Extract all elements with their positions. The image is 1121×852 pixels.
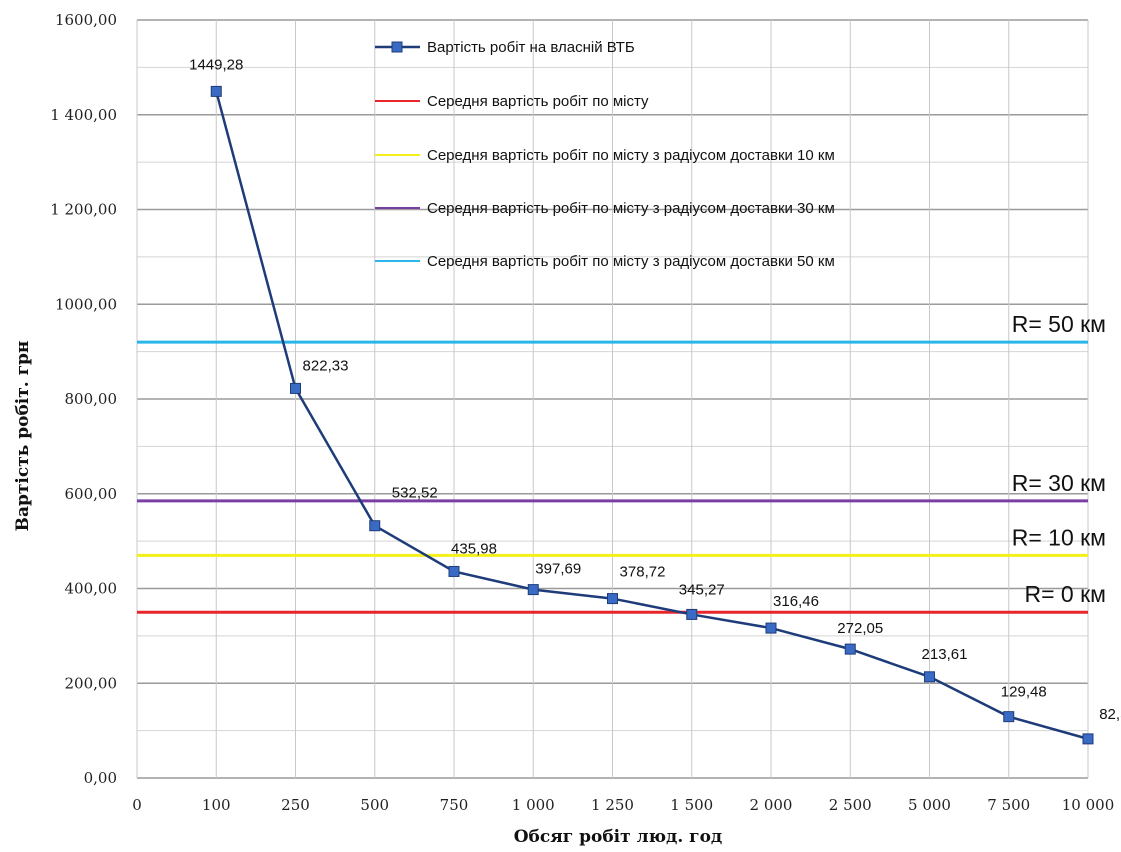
data-label: 822,33 xyxy=(303,357,349,374)
data-label: 1449,28 xyxy=(189,56,243,73)
x-tick-label: 500 xyxy=(360,796,389,814)
y-tick-label: 800,00 xyxy=(65,390,118,408)
x-axis-title: Обсяг робіт люд. год xyxy=(514,827,723,847)
data-point xyxy=(527,584,539,596)
data-label: 378,72 xyxy=(620,564,666,581)
y-tick-label: 400,00 xyxy=(65,580,118,598)
x-tick-label: 2 000 xyxy=(750,796,793,814)
gridlines xyxy=(136,19,1089,779)
data-label: 435,98 xyxy=(451,540,497,557)
data-label: 345,27 xyxy=(679,581,725,598)
x-tick-label: 1 500 xyxy=(670,796,713,814)
y-tick-label: 1 200,00 xyxy=(50,201,117,219)
legend-label: Середня вартість робіт по місту xyxy=(427,93,649,110)
x-tick-label: 750 xyxy=(440,796,469,814)
data-label: 213,61 xyxy=(922,646,968,663)
y-tick-label: 1600,00 xyxy=(55,11,117,29)
legend-label: Вартість робіт на власній ВТБ xyxy=(427,39,635,56)
data-label: 82,56 xyxy=(1099,706,1121,723)
legend-label: Середня вартість робіт по місту з радіус… xyxy=(427,147,835,164)
reference-line-label: R= 0 км xyxy=(1025,581,1107,607)
y-tick-label: 200,00 xyxy=(65,674,118,692)
reference-lines xyxy=(137,340,1088,614)
data-point xyxy=(448,565,460,577)
main-series xyxy=(210,85,1094,745)
data-label: 272,05 xyxy=(837,620,883,637)
x-tick-label: 100 xyxy=(202,796,231,814)
y-tick-label: 600,00 xyxy=(65,485,118,503)
x-tick-label: 1 250 xyxy=(591,796,634,814)
data-point xyxy=(924,671,935,683)
legend-label: Середня вартість робіт по місту з радіус… xyxy=(427,200,835,217)
data-point xyxy=(686,608,698,620)
reference-line-label: R= 30 км xyxy=(1012,470,1106,496)
x-tick-label: 10 000 xyxy=(1062,796,1115,814)
data-point xyxy=(765,622,777,634)
data-label: 129,48 xyxy=(1001,684,1047,701)
reference-line-label: R= 10 км xyxy=(1012,524,1106,550)
x-tick-label: 7 500 xyxy=(987,796,1030,814)
y-axis-title: Вартість робіт. грн xyxy=(13,341,33,532)
y-axis-ticks: 0,00 200,00 400,00 600,00 800,00 1000,00 1 200… xyxy=(50,11,117,787)
data-label: 532,52 xyxy=(392,485,438,502)
data-point xyxy=(210,85,222,97)
x-axis-ticks: 0 100 250 500 750 1 000 1 250 1 500 2 000 2 500 5 … xyxy=(132,796,1114,814)
y-tick-label: 1 400,00 xyxy=(50,106,117,124)
legend-marker xyxy=(391,41,403,53)
data-point xyxy=(1082,733,1094,745)
data-labels: 1449,28 822,33 532,52 435,98 397,69 378,72 345… xyxy=(189,56,1121,722)
y-tick-label: 1000,00 xyxy=(55,295,117,313)
series-line xyxy=(215,91,1089,741)
x-tick-label: 1 000 xyxy=(512,796,555,814)
x-tick-label: 2 500 xyxy=(829,796,872,814)
data-point xyxy=(290,382,301,394)
x-tick-label: 0 xyxy=(132,796,142,814)
legend: Вартість робіт на власній ВТБ Середня вар… xyxy=(375,39,835,270)
legend-label: Середня вартість робіт по місту з радіус… xyxy=(427,253,835,270)
data-label: 397,69 xyxy=(535,561,581,578)
data-point xyxy=(844,643,856,655)
reference-line-label: R= 50 км xyxy=(1012,311,1106,337)
data-label: 316,46 xyxy=(773,593,819,610)
x-tick-label: 250 xyxy=(281,796,310,814)
data-point xyxy=(369,520,381,532)
y-tick-label: 0,00 xyxy=(84,769,117,787)
data-point xyxy=(1003,711,1015,723)
data-point xyxy=(607,593,618,605)
x-tick-label: 5 000 xyxy=(908,796,951,814)
reference-line-annotations: R= 0 км R= 10 км R= 30 км R= 50 км xyxy=(1012,311,1106,607)
